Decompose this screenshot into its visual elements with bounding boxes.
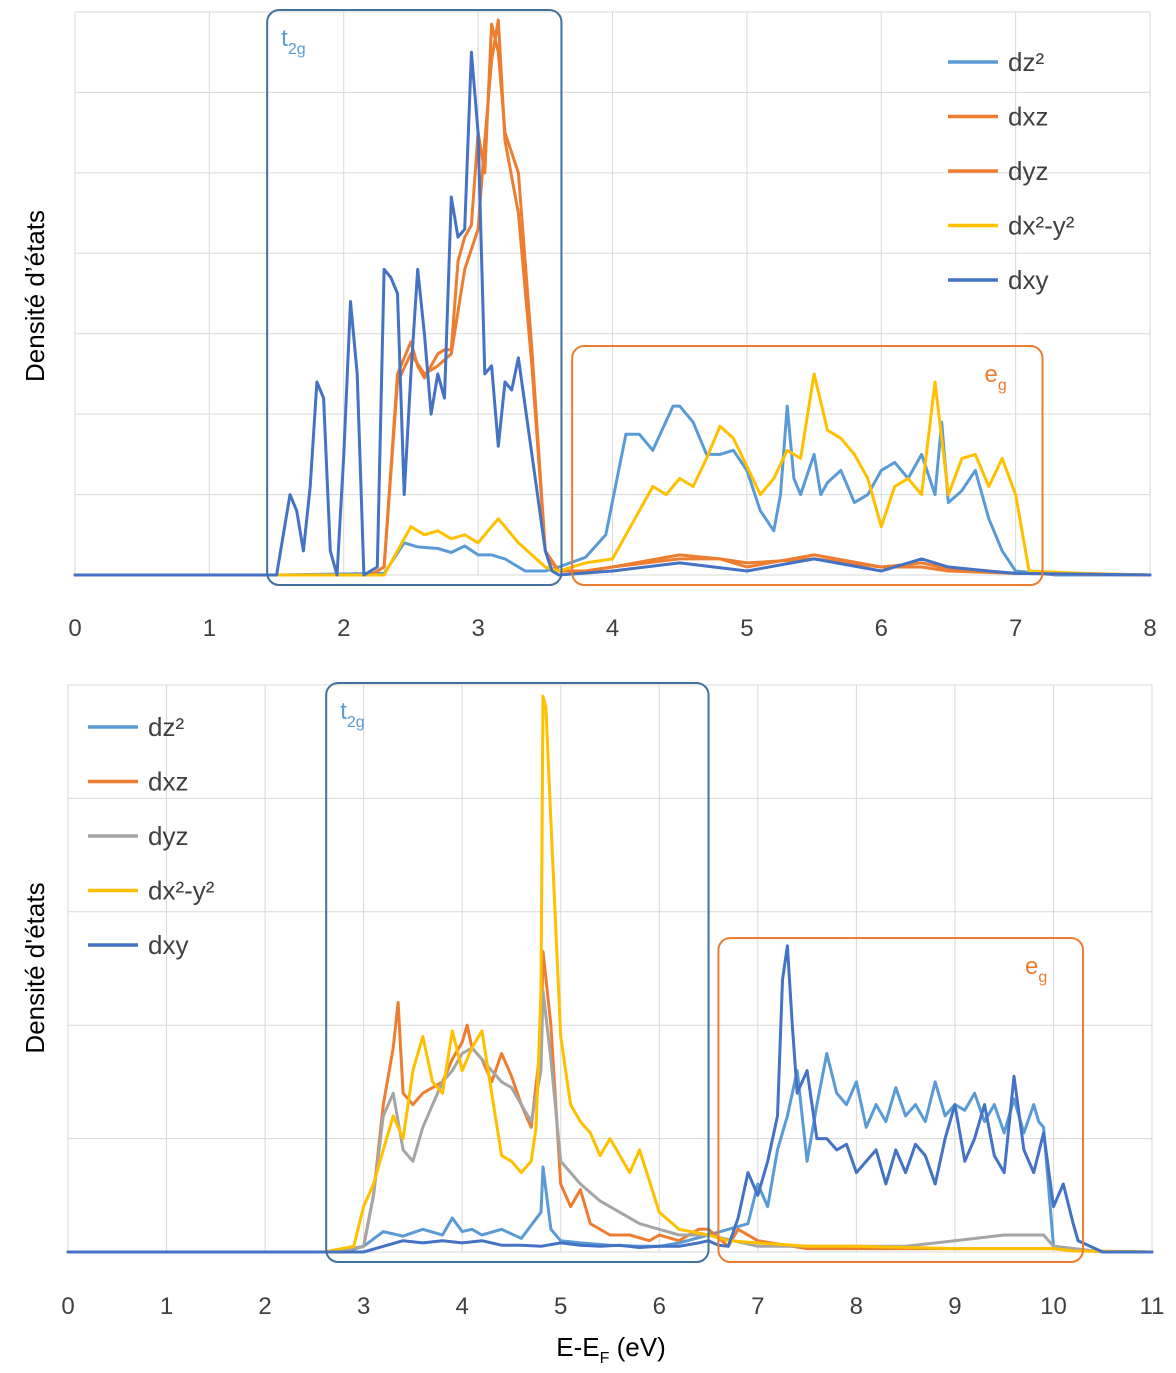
top-chart-x-tick-label: 0 bbox=[68, 615, 81, 642]
top-chart-series-dxy-line bbox=[73, 50, 1152, 577]
x-axis-title: E-EF (eV) bbox=[556, 1332, 665, 1367]
top-chart-eg-box bbox=[571, 345, 1044, 586]
top-chart-x-tick-label: 7 bbox=[1009, 615, 1022, 642]
bottom-chart-x-ticks: 0 1 2 3 4 5 6 7 8 9 10 11 bbox=[61, 1293, 1164, 1320]
bottom-chart-legend: dz² dxz dyz dx²-y² dxy bbox=[88, 712, 215, 960]
bottom-chart-x-tick-label: 6 bbox=[653, 1293, 666, 1320]
top-chart-legend-label-dz2: dz² bbox=[1008, 47, 1044, 77]
top-chart-x-tick-label: 1 bbox=[203, 615, 216, 642]
top-chart-series-dx2-y2-line bbox=[73, 372, 1152, 577]
bottom-chart-legend-label-dyz: dyz bbox=[148, 821, 188, 851]
top-chart-series-dyz-line bbox=[73, 18, 1152, 577]
top-chart-x-tick-label: 5 bbox=[740, 615, 753, 642]
top-chart-legend: dz² dxz dyz dx²-y² dxy bbox=[948, 47, 1075, 295]
top-chart-x-tick-label: 6 bbox=[875, 615, 888, 642]
bottom-chart-x-tick-label: 5 bbox=[554, 1293, 567, 1320]
x-axis-title-subscript: F bbox=[600, 1350, 610, 1367]
top-chart-series bbox=[73, 18, 1152, 577]
bottom-chart-series-dxy-line bbox=[66, 944, 1154, 1254]
top-chart-t2g-box bbox=[266, 9, 563, 586]
bottom-chart-x-tick-label: 2 bbox=[258, 1293, 271, 1320]
top-chart-legend-label-dyz: dyz bbox=[1008, 156, 1048, 186]
bottom-chart-eg-box bbox=[717, 937, 1085, 1263]
bottom-chart-x-tick-label: 10 bbox=[1040, 1293, 1067, 1320]
top-chart-legend-label-dx2-y2: dx²-y² bbox=[1008, 211, 1075, 241]
x-axis-title-unit: (eV) bbox=[609, 1332, 665, 1362]
bottom-chart-x-tick-label: 3 bbox=[357, 1293, 370, 1320]
top-chart-x-tick-label: 8 bbox=[1143, 615, 1156, 642]
top-chart-legend-label-dxz: dxz bbox=[1008, 102, 1048, 132]
top-chart-x-tick-label: 4 bbox=[606, 615, 619, 642]
bottom-chart-x-tick-label: 9 bbox=[948, 1293, 961, 1320]
top-chart-legend-label-dxy: dxy bbox=[1008, 265, 1048, 295]
bottom-chart-y-axis-title: Densité d'états bbox=[20, 882, 50, 1053]
top-chart-eg-label: eg bbox=[985, 361, 1007, 394]
bottom-chart-legend-label-dxz: dxz bbox=[148, 767, 188, 797]
bottom-chart-x-tick-label: 8 bbox=[850, 1293, 863, 1320]
top-chart-t2g-label: t2g bbox=[281, 25, 305, 58]
bottom-chart-x-tick-label: 11 bbox=[1140, 1293, 1165, 1320]
top-chart-series-dz2-line bbox=[73, 404, 1152, 577]
bottom-chart-eg-label: eg bbox=[1025, 953, 1047, 986]
top-chart-boxes: t2g eg bbox=[266, 9, 1044, 586]
top-chart-y-axis-title: Densité d’états bbox=[20, 210, 50, 382]
bottom-chart-legend-label-dxy: dxy bbox=[148, 930, 188, 960]
top-chart: t2g eg 0 1 2 3 4 5 6 7 8 dz² dxz dyz dx²-y² dxy Densi… bbox=[20, 9, 1157, 642]
top-chart-x-tick-label: 3 bbox=[471, 615, 484, 642]
bottom-chart-x-tick-label: 7 bbox=[751, 1293, 764, 1320]
bottom-chart-x-tick-label: 4 bbox=[456, 1293, 469, 1320]
bottom-chart-legend-label-dx2-y2: dx²-y² bbox=[148, 876, 215, 906]
bottom-chart-boxes: t2g eg bbox=[325, 682, 1085, 1263]
top-chart-x-tick-label: 2 bbox=[337, 615, 350, 642]
bottom-chart-x-tick-label: 0 bbox=[61, 1293, 74, 1320]
top-chart-x-ticks: 0 1 2 3 4 5 6 7 8 bbox=[68, 615, 1156, 642]
bottom-chart-legend-label-dz2: dz² bbox=[148, 712, 184, 742]
x-axis-title-main: E-E bbox=[556, 1332, 599, 1362]
bottom-chart-x-tick-label: 1 bbox=[160, 1293, 173, 1320]
bottom-chart-t2g-box bbox=[325, 682, 710, 1263]
bottom-chart-t2g-label: t2g bbox=[340, 698, 364, 731]
